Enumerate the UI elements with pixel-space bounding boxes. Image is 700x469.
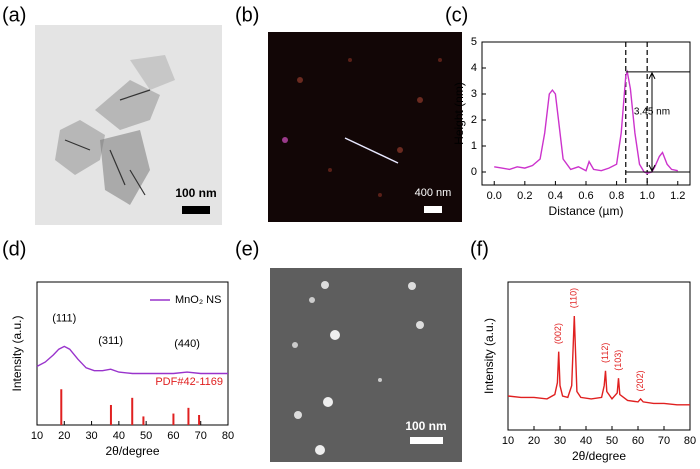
- peak-label: (202): [635, 370, 645, 391]
- y-tick-label: 1: [471, 140, 477, 152]
- x-tick-label: 0.8: [609, 190, 624, 202]
- peak-label: (311): [98, 335, 123, 347]
- peak-label: (103): [613, 350, 623, 371]
- x-tick-label: 80: [222, 430, 234, 442]
- x-tick-label: 30: [85, 430, 97, 442]
- x-tick-label: 0.6: [578, 190, 593, 202]
- panel-label: (d): [2, 238, 26, 260]
- tem-image: [35, 25, 222, 225]
- image-area: [270, 268, 462, 462]
- scale-bar-label: 100 nm: [175, 186, 216, 200]
- scale-bar: [182, 206, 210, 214]
- peak-label: (002): [553, 323, 563, 344]
- scale-bar: [410, 437, 443, 444]
- panel-label: (c): [445, 4, 468, 26]
- x-tick-label: 30: [554, 435, 566, 447]
- x-tick-label: 80: [684, 435, 696, 447]
- y-tick-label: 5: [471, 36, 477, 48]
- x-axis-title: 2θ/degree: [105, 444, 159, 458]
- scale-bar-label: 400 nm: [415, 187, 452, 199]
- x-tick-label: 0.4: [548, 190, 563, 202]
- scale-bar: [424, 206, 442, 213]
- x-tick-label: 1.2: [670, 190, 685, 202]
- x-tick-label: 60: [632, 435, 644, 447]
- data-line: [507, 315, 690, 406]
- panel-label: (e): [235, 238, 259, 260]
- x-tick-label: 70: [195, 430, 207, 442]
- x-tick-label: 50: [606, 435, 618, 447]
- y-axis-title: Intensity (a.u.): [10, 315, 24, 391]
- x-tick-label: 0.2: [517, 190, 532, 202]
- x-axis-title: 2θ/degree: [572, 449, 626, 463]
- x-tick-label: 40: [113, 430, 125, 442]
- panel-label: (b): [235, 4, 259, 26]
- x-axis-title: Distance (µm): [549, 204, 624, 218]
- y-tick-label: 0: [471, 166, 477, 178]
- plot-frame: [507, 281, 691, 431]
- x-tick-label: 40: [580, 435, 592, 447]
- sem-image: [270, 268, 462, 462]
- x-tick-label: 10: [502, 435, 514, 447]
- y-tick-label: 3: [471, 88, 477, 100]
- x-tick-label: 20: [58, 430, 70, 442]
- peak-label: (111): [52, 312, 76, 324]
- x-tick-label: 50: [140, 430, 152, 442]
- x-tick-label: 20: [528, 435, 540, 447]
- y-tick-label: 4: [471, 62, 477, 74]
- image-area: [268, 32, 462, 222]
- x-tick-label: 70: [658, 435, 670, 447]
- peak-label: (112): [600, 343, 610, 363]
- panel-label: (a): [2, 4, 26, 26]
- x-tick-label: 1.0: [640, 190, 655, 202]
- reference-label: PDF#42-1169: [155, 376, 223, 388]
- peak-label: (110): [569, 288, 579, 308]
- peak-label: (440): [174, 338, 200, 350]
- y-tick-label: 2: [471, 114, 477, 126]
- scale-bar-label: 100 nm: [405, 419, 446, 433]
- data-line: [36, 345, 228, 375]
- annotation-label: 3.45 nm: [634, 107, 670, 118]
- afm-image: [268, 32, 462, 222]
- arrow-head: [648, 71, 656, 173]
- y-axis-title: Intensity (a.u.): [482, 318, 496, 394]
- data-line: [494, 69, 678, 175]
- x-tick-label: 10: [31, 430, 43, 442]
- panel-label: (f): [470, 238, 489, 260]
- legend-label: MnO₂ NS: [175, 294, 221, 306]
- x-tick-label: 60: [167, 430, 179, 442]
- x-tick-label: 0.0: [487, 190, 502, 202]
- y-axis-title: Height (nm): [452, 82, 466, 145]
